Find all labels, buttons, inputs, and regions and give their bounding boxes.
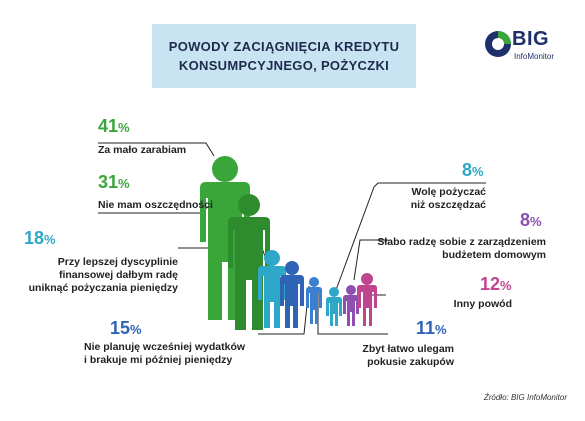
value-label-8b: 8% [520,210,542,230]
category-label-18: Przy lepszej dyscyplinie finansowej dałb… [28,256,178,294]
category-label-31: Nie mam oszczędności [98,199,213,211]
leader-line-41 [98,142,215,157]
chart-title: POWODY ZACIĄGNIĘCIA KREDYTU KONSUMPCYJNE… [152,24,416,88]
leader-line-8b [353,239,388,281]
category-label-8b: Słabo radzę sobie z zarządzeniem budżete… [377,236,546,261]
logo-subtext: InfoMonitor [514,52,555,61]
source-note: Źródło: BIG InfoMonitor [483,393,567,402]
big-logo: BIG InfoMonitor [484,28,564,70]
figure-15 [280,261,304,328]
value-label-41: 41% [98,116,130,136]
value-label-11: 11% [416,318,447,338]
logo-mark-icon [485,31,511,57]
figure-31 [228,194,270,330]
logo-text: BIG [512,28,550,50]
leader-line-8a [335,182,486,291]
chart-title-line-2: KONSUMPCYJNEGO, POŻYCZKI [178,58,390,73]
category-label-8a: Wolę pożyczać niż oszczędzać [410,186,486,211]
category-label-11: Zbyt łatwo ulegam pokusie zakupów [362,343,454,368]
value-label-12: 12% [480,274,512,294]
figure-11 [306,277,322,324]
figure-12 [357,273,377,326]
chart-title-line-1: POWODY ZACIĄGNIĘCIA KREDYTU [168,39,400,54]
category-label-15: Nie planuję wcześniej wydatków i brakuje… [84,341,246,366]
value-label-15: 15% [110,318,142,338]
figure-18 [258,250,286,328]
value-label-8a: 8% [462,160,484,180]
figure-8b [343,285,359,326]
figure-8a [326,287,342,326]
value-label-18: 18% [24,228,56,248]
category-label-41: Za mało zarabiam [98,144,187,156]
category-label-12: Inny powód [453,298,512,310]
value-label-31: 31% [98,172,130,192]
